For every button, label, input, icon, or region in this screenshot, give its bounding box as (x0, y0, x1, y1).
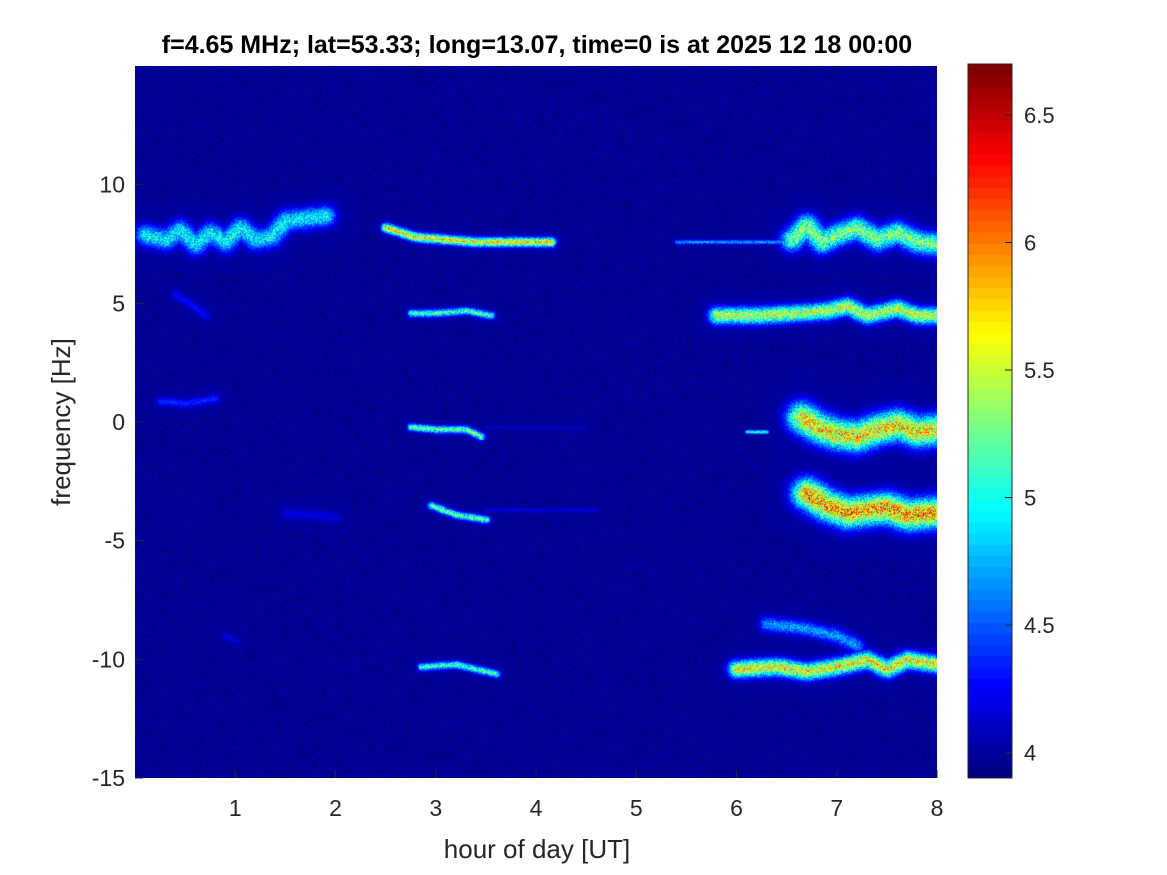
x-tick-label: 5 (630, 795, 643, 821)
x-tick-label: 7 (830, 795, 843, 821)
y-tick-label: -10 (92, 646, 125, 672)
y-tick-label: 10 (99, 172, 125, 198)
y-tick-label: 0 (112, 409, 125, 435)
y-tick-label: 5 (112, 290, 125, 316)
chart-title: f=4.65 MHz; lat=53.33; long=13.07, time=… (162, 31, 912, 59)
colorbar-tick-label: 6 (1024, 231, 1036, 256)
x-axis-label: hour of day [UT] (444, 834, 630, 864)
colorbar-frame (967, 63, 1013, 779)
colorbar-ticks: 4 4.5 5 5.5 6 6.5 (1005, 103, 1055, 766)
y-axis-ticks: -15 -10 -5 0 5 10 (92, 172, 143, 791)
x-axis-ticks: 1 2 3 4 5 6 7 8 (229, 770, 944, 821)
x-tick-label: 8 (931, 795, 944, 821)
colorbar-tick-label: 4 (1024, 741, 1036, 766)
x-tick-label: 2 (329, 795, 342, 821)
y-tick-label: -5 (105, 528, 125, 554)
colorbar-canvas (968, 64, 1012, 778)
colorbar-tick-label: 5 (1024, 486, 1036, 511)
x-tick-label: 1 (229, 795, 242, 821)
colorbar-tick-label: 6.5 (1024, 103, 1055, 128)
colorbar-tick-label: 4.5 (1024, 613, 1055, 638)
x-tick-label: 3 (429, 795, 442, 821)
x-tick-label: 6 (730, 795, 743, 821)
y-tick-label: -15 (92, 765, 125, 791)
heatmap-canvas (135, 66, 937, 778)
x-tick-label: 4 (530, 795, 543, 821)
y-axis-label: frequency [Hz] (46, 338, 76, 506)
colorbar-tick-label: 5.5 (1024, 358, 1055, 383)
